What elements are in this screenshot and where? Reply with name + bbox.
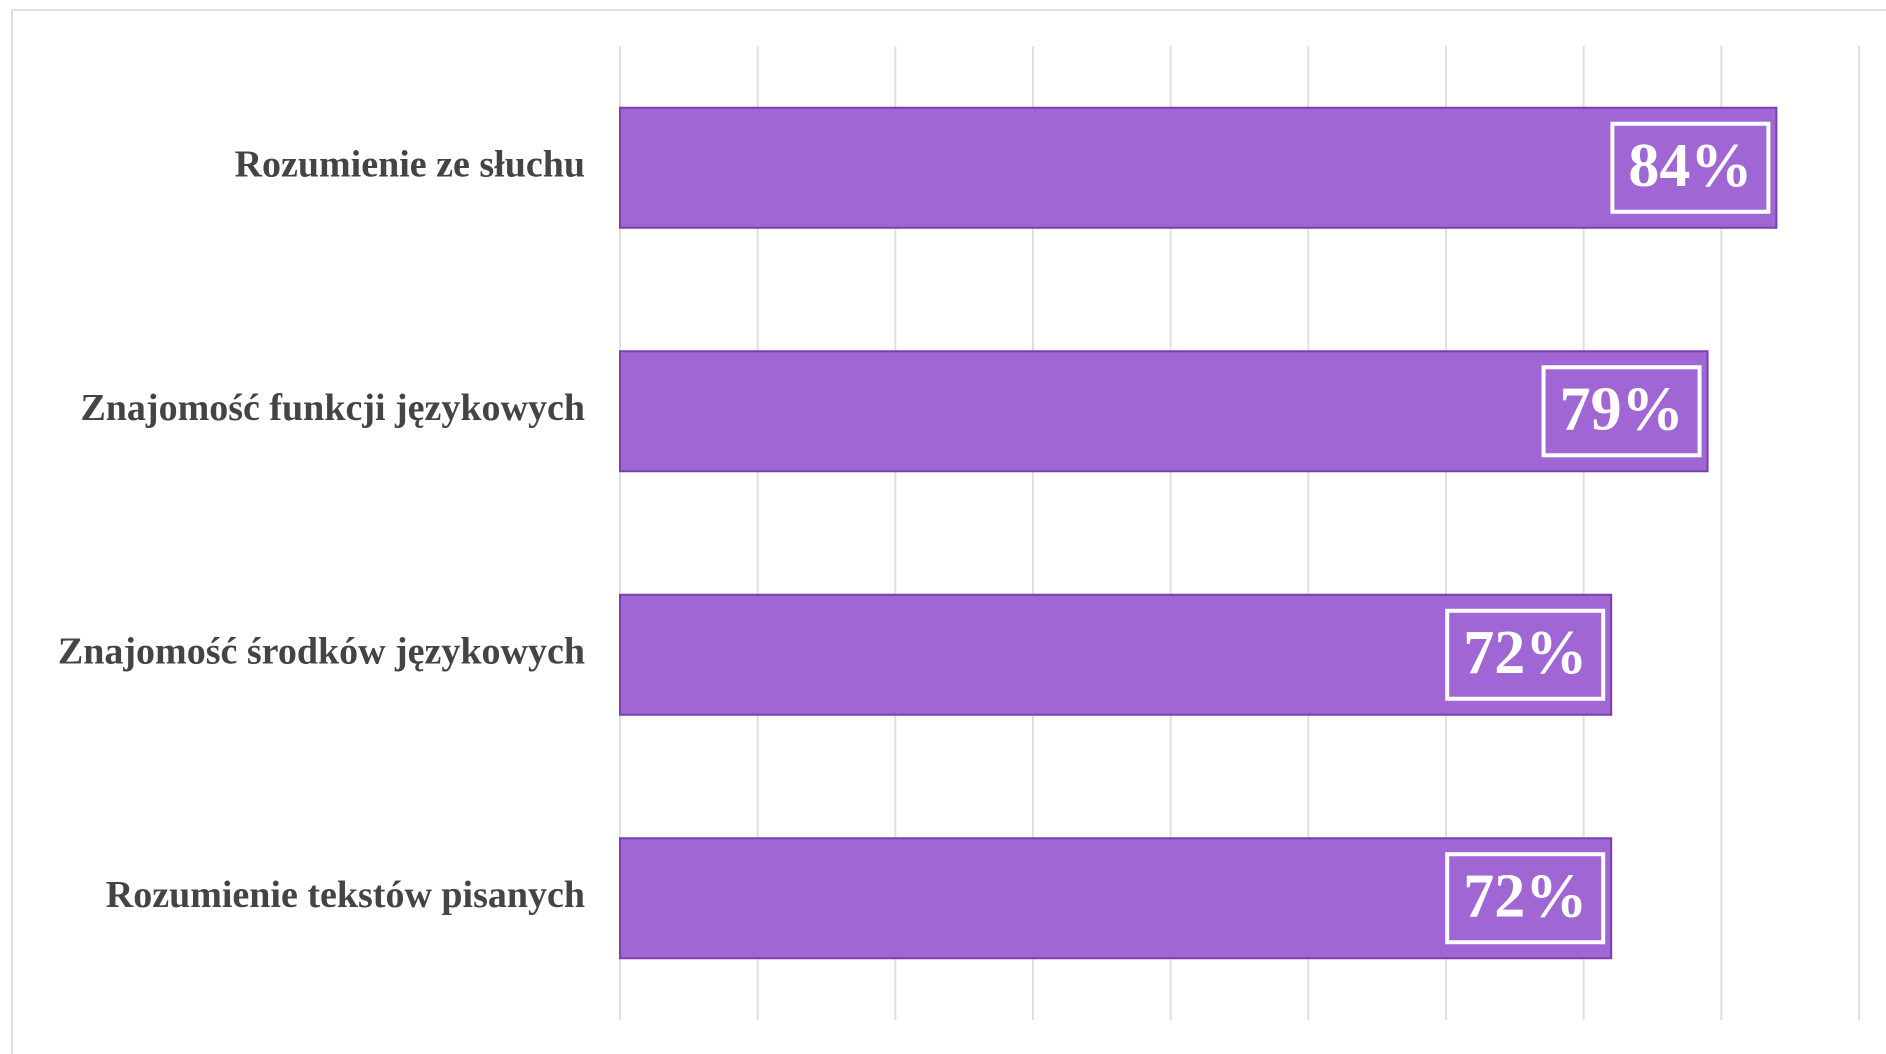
bar [619,350,1709,473]
value-label: 72% [1463,619,1587,687]
value-label-box [1445,608,1606,701]
category-label: Znajomość środków językowych [58,630,585,672]
value-label: 72% [1463,862,1587,930]
category-label: Rozumienie tekstów pisanych [106,874,585,916]
value-label: 84% [1628,132,1752,200]
value-label-box [1445,852,1606,945]
value-label: 79% [1560,375,1684,443]
category-label: Znajomość funkcji językowych [80,387,585,429]
category-label: Rozumienie ze słuchu [235,143,585,185]
value-label-box [1541,365,1702,458]
bar [619,106,1778,229]
value-label-box [1610,121,1771,214]
frame [11,9,1886,1054]
